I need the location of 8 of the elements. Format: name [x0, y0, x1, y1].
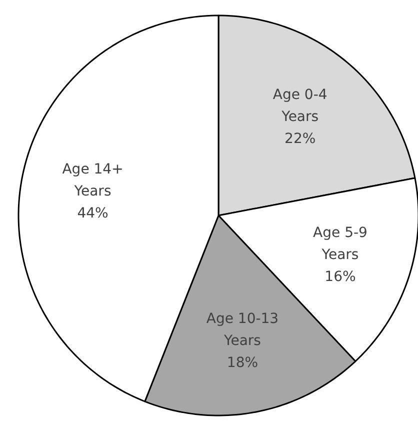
slice-label: Age 0-4 Years — [272, 86, 328, 125]
data-label: 44% — [77, 206, 108, 222]
slice-label: Age 10-13 Years — [206, 311, 279, 350]
slice-label: Age 14+ Years — [62, 162, 124, 200]
data-label: 16% — [324, 269, 356, 286]
data-label: 22% — [284, 130, 316, 147]
slice-label: Age 5-9 Years — [313, 225, 368, 264]
data-label: 18% — [226, 355, 258, 372]
